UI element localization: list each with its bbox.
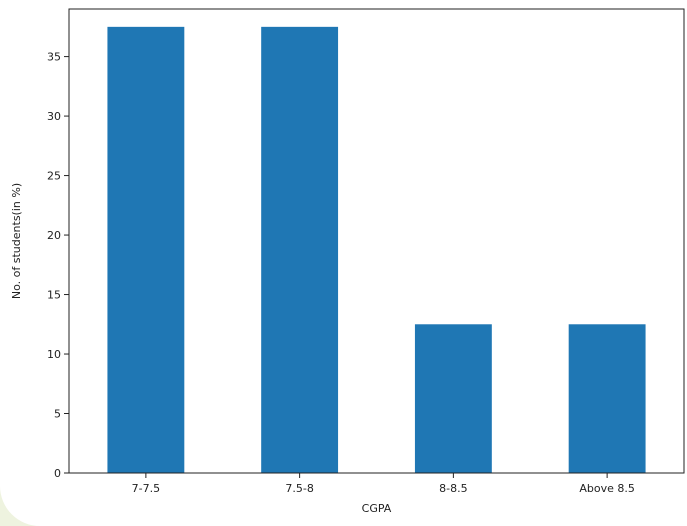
y-tick-label: 20 [47, 229, 61, 242]
y-axis-ticks: 0 5 10 15 20 25 30 35 [47, 51, 69, 480]
plot-frame [68, 8, 685, 474]
y-tick-label: 35 [47, 51, 61, 64]
y-axis-label: No. of students(in %) [10, 183, 23, 299]
bar-7-5-8 [261, 26, 339, 473]
x-tick-label: Above 8.5 [579, 482, 635, 495]
y-tick-label: 15 [47, 289, 61, 302]
x-tick-label: 8-8.5 [439, 482, 467, 495]
bar-7-7-5 [107, 26, 185, 473]
x-tick-label: 7-7.5 [132, 482, 160, 495]
x-tick-label: 7.5-8 [285, 482, 313, 495]
y-tick-label: 30 [47, 110, 61, 123]
y-tick-label: 25 [47, 170, 61, 183]
y-tick-label: 0 [54, 467, 61, 480]
x-axis-ticks: 7-7.5 7.5-8 8-8.5 Above 8.5 [132, 473, 635, 495]
x-axis-label: CGPA [362, 502, 392, 515]
bar-above-8-5 [568, 324, 646, 473]
y-tick-label: 10 [47, 348, 61, 361]
bars-group [107, 26, 646, 473]
y-tick-label: 5 [54, 408, 61, 421]
bar-8-8-5 [414, 324, 492, 473]
